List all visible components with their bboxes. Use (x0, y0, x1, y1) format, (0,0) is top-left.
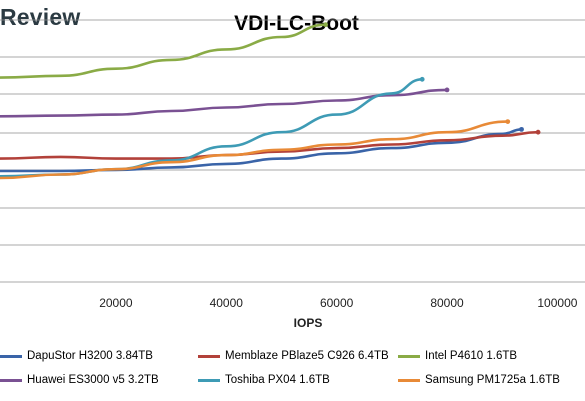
legend-swatch (198, 354, 220, 358)
legend-label: Intel P4610 1.6TB (425, 350, 518, 362)
legend-label: Toshiba PX04 1.6TB (225, 374, 330, 386)
x-tick-label: 80000 (430, 296, 464, 310)
legend-swatch (0, 378, 22, 382)
legend-swatch (398, 378, 420, 382)
legend-swatch (398, 354, 420, 358)
legend-item: DapuStor H3200 3.84TB (0, 350, 153, 362)
legend-item: Toshiba PX04 1.6TB (198, 374, 330, 386)
x-tick-label: 100000 (537, 296, 577, 310)
legend-swatch (198, 378, 220, 382)
legend-swatch (0, 354, 22, 358)
x-tick-label: 20000 (99, 296, 133, 310)
x-tick-label: 40000 (210, 296, 244, 310)
series-line-1 (0, 130, 540, 160)
series-endpoint-1 (535, 129, 541, 135)
series-endpoint-4 (419, 76, 425, 82)
legend-item: Samsung PM1725a 1.6TB (398, 374, 560, 386)
chart-legend: DapuStor H3200 3.84TB Memblaze PBlaze5 C9… (0, 346, 585, 401)
legend-item: Huawei ES3000 v5 3.2TB (0, 374, 159, 386)
series-endpoint-2 (323, 22, 329, 28)
legend-label: DapuStor H3200 3.84TB (27, 350, 153, 362)
brand-logo-text: Review (0, 4, 81, 30)
series-endpoint-3 (444, 87, 450, 93)
series-endpoint-0 (519, 126, 524, 132)
legend-item: Intel P4610 1.6TB (398, 350, 517, 362)
x-tick-label: 60000 (320, 296, 354, 310)
series-line-2 (0, 23, 327, 79)
legend-item: Memblaze PBlaze5 C926 6.4TB (198, 350, 389, 362)
legend-label: Huawei ES3000 v5 3.2TB (27, 374, 159, 386)
chart-title: VDI-LC-Boot (234, 12, 359, 35)
series-endpoint-5 (505, 119, 511, 125)
series-line-5 (0, 120, 509, 180)
legend-label: Memblaze PBlaze5 C926 6.4TB (225, 350, 389, 362)
legend-label: Samsung PM1725a 1.6TB (425, 374, 560, 386)
x-axis-label: IOPS (294, 316, 323, 330)
